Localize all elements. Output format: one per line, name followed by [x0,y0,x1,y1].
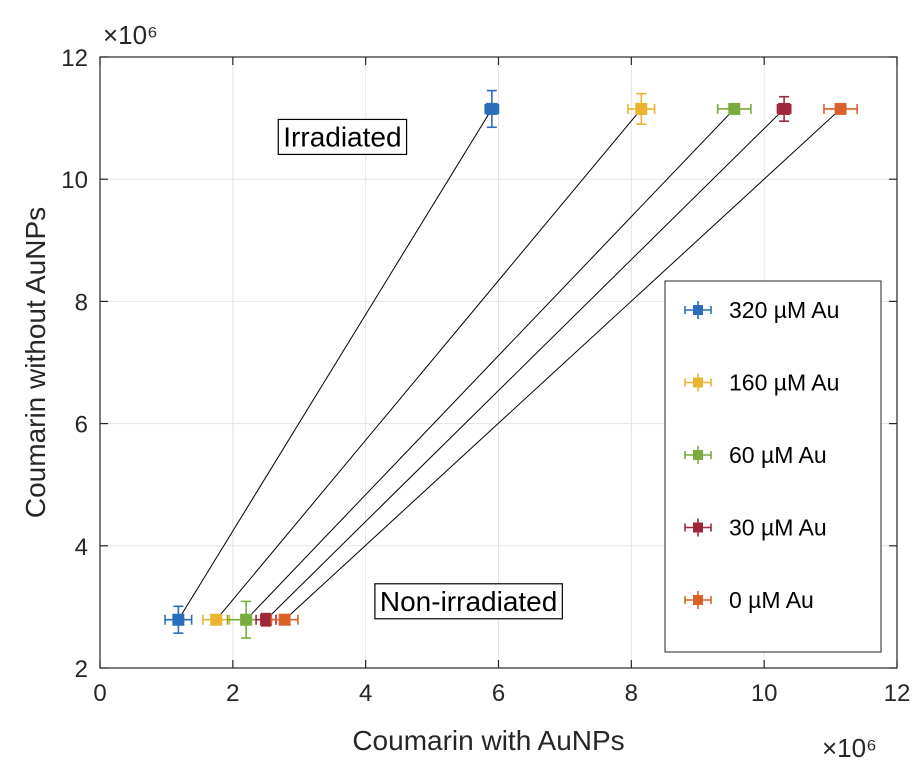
y-tick-label: 10 [61,167,88,194]
y-tick-label: 4 [75,534,88,561]
legend-item: 160 µM Au [684,370,839,396]
data-point [164,605,193,634]
data-point [776,95,792,122]
legend-marker [693,305,703,315]
x-tick-label: 12 [884,680,911,707]
legend-label: 30 µM Au [729,515,827,541]
point-marker [834,102,847,115]
legend-label: 160 µM Au [729,370,839,396]
legend-marker [693,595,703,605]
data-point [202,613,231,626]
point-marker [728,102,741,115]
legend-label: 60 µM Au [729,442,827,468]
connector-line [177,108,493,620]
data-points [164,89,858,639]
connector-line [265,108,785,621]
annotation-irradiated: Irradiated [283,121,401,152]
legend-marker [693,522,703,533]
x-tick-label: 2 [226,680,239,707]
y-axis-label: Coumarin without AuNPs [20,207,51,518]
data-point [270,613,299,626]
connector-line [215,108,642,621]
legend-item: 60 µM Au [684,442,827,468]
x-axis-label: Coumarin with AuNPs [352,725,624,756]
point-marker [260,613,273,626]
legend-label: 320 µM Au [729,297,839,323]
legend-box [664,280,882,653]
x-tick-label: 8 [625,680,638,707]
legend-item: 0 µM Au [684,587,814,613]
point-marker [240,613,253,626]
point-marker [635,102,648,115]
legend-item: 320 µM Au [684,297,839,323]
y-tick-label: 2 [75,656,88,683]
y-axis-multiplier: ×10⁶ [103,20,158,50]
connector-lines [177,108,841,621]
y-tick-label: 6 [75,412,88,439]
x-axis-multiplier: ×10⁶ [822,733,877,761]
point-marker [172,613,185,626]
legend-item: 30 µM Au [684,515,827,541]
data-point [823,102,858,115]
data-point [627,92,656,126]
point-marker [210,613,223,626]
data-point [716,102,752,115]
legend-label: 0 µM Au [729,587,814,613]
annotation-box-non-irradiated [374,583,563,620]
y-tick-label: 12 [61,45,88,72]
connector-line [245,108,735,621]
legend-marker [693,450,703,460]
data-point [484,89,500,129]
y-tick-label: 8 [75,289,88,316]
x-tick-label: 10 [751,680,778,707]
point-marker [485,102,498,115]
point-marker [278,613,291,626]
annotation-box-irradiated [277,118,408,156]
x-tick-label: 0 [93,680,106,707]
x-tick-label: 4 [359,680,372,707]
annotation-non-irradiated: Non-irradiated [380,586,557,617]
legend: 320 µM Au 160 µM Au 60 µM Au 30 µM Au 0 µM A… [664,280,882,653]
x-tick-label: 6 [492,680,505,707]
annotations: Irradiated Non-irradiated [277,118,563,620]
connector-line [284,108,841,621]
legend-marker [693,377,703,388]
point-marker [778,102,791,115]
